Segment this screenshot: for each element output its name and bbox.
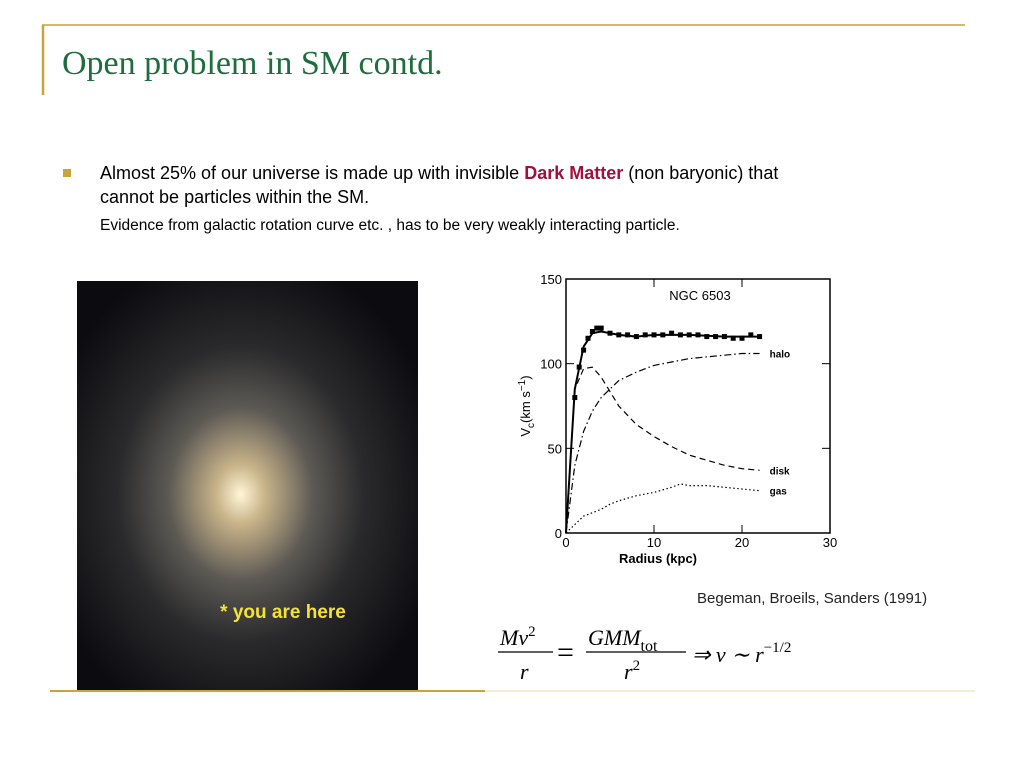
slide-title: Open problem in SM contd. bbox=[62, 45, 443, 82]
x-tick-label: 20 bbox=[735, 535, 749, 550]
plot-frame bbox=[565, 278, 831, 534]
eq-part: r bbox=[520, 659, 529, 684]
x-axis-label: Radius (kpc) bbox=[619, 551, 697, 566]
y-tick-label: 150 bbox=[540, 272, 562, 287]
y-axis-label: Vc(km s−1) bbox=[517, 375, 537, 436]
data-point bbox=[748, 332, 754, 338]
sub-text: Evidence from galactic rotation curve et… bbox=[100, 217, 680, 234]
eq-part: tot bbox=[641, 638, 658, 655]
y-axis-label-part: V bbox=[518, 428, 533, 437]
data-point bbox=[598, 325, 604, 331]
bullet-line: Almost 25% of our universe is made up wi… bbox=[100, 163, 778, 183]
eq-part: ⇒ v ∼ r−1/2 bbox=[692, 640, 791, 667]
eq-part: GMM bbox=[588, 625, 642, 650]
text: (non baryonic) that bbox=[623, 163, 778, 183]
series-line bbox=[565, 366, 760, 534]
rotation-chart: NGC 6503 0 10 20 30 0 50 100 150 Radius (kpc) Vc(k… bbox=[517, 272, 837, 566]
y-tick-label: 0 bbox=[555, 526, 562, 541]
y-tick-label: 100 bbox=[540, 357, 562, 372]
text: Almost 25% of our universe is made up wi… bbox=[100, 163, 524, 183]
bullet-line: cannot be particles within the SM. bbox=[100, 187, 369, 207]
chart-title: NGC 6503 bbox=[669, 288, 730, 303]
eq-part: ⇒ v ∼ r bbox=[692, 642, 764, 667]
y-axis-label-part: (km s bbox=[518, 391, 533, 423]
eq-part: r bbox=[624, 659, 633, 684]
series-line bbox=[565, 483, 760, 534]
eq-part: r2 bbox=[624, 658, 640, 684]
y-axis-label-part: c bbox=[526, 423, 537, 428]
y-tick-label: 50 bbox=[548, 441, 562, 456]
data-point bbox=[589, 328, 595, 334]
eq-part: 2 bbox=[528, 624, 536, 640]
eq-part: −1/2 bbox=[764, 640, 792, 656]
x-tick-label: 10 bbox=[647, 535, 661, 550]
series-label: disk bbox=[770, 466, 790, 477]
equation: Mv2 r = GMMtot r2 ⇒ v ∼ r−1/2 bbox=[498, 624, 791, 684]
series-line bbox=[565, 352, 760, 534]
series-label: halo bbox=[770, 350, 791, 361]
y-axis-label-part: ) bbox=[518, 375, 533, 379]
highlight: Dark Matter bbox=[524, 163, 623, 183]
x-tick-label: 0 bbox=[562, 535, 569, 550]
eq-part: Mv2 bbox=[499, 624, 536, 650]
bullet-marker bbox=[63, 169, 71, 177]
galaxy-image bbox=[77, 281, 418, 691]
series-line bbox=[565, 330, 760, 534]
data-point bbox=[730, 335, 736, 341]
y-axis-label-part: −1 bbox=[517, 379, 528, 391]
eq-part: = bbox=[557, 636, 574, 669]
series-label: gas bbox=[770, 487, 788, 498]
citation: Begeman, Broeils, Sanders (1991) bbox=[697, 590, 927, 607]
x-tick-label: 30 bbox=[823, 535, 837, 550]
eq-part: 2 bbox=[633, 658, 641, 674]
eq-part: GMMtot bbox=[588, 625, 658, 655]
data-point bbox=[594, 325, 600, 331]
image-caption: * you are here bbox=[220, 602, 346, 623]
data-point bbox=[739, 335, 745, 341]
data-point bbox=[669, 330, 675, 336]
eq-part: Mv bbox=[499, 625, 528, 650]
